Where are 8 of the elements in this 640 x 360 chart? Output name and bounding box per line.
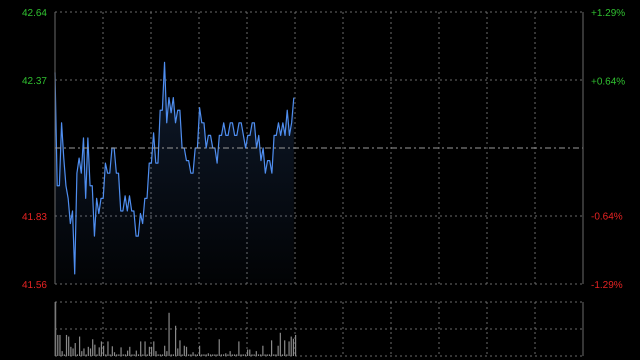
y-tick-label: 42.64 — [22, 8, 48, 19]
y-tick-label: 42.37 — [22, 76, 48, 87]
y2-tick-label: +0.64% — [591, 76, 626, 88]
y2-tick-label: -1.29% — [591, 280, 623, 291]
y2-tick-label: +1.29% — [591, 8, 626, 19]
y-tick-label: 41.56 — [22, 280, 48, 291]
y-tick-label: 41.83 — [22, 212, 48, 223]
y2-tick-label: -0.64% — [591, 211, 623, 222]
